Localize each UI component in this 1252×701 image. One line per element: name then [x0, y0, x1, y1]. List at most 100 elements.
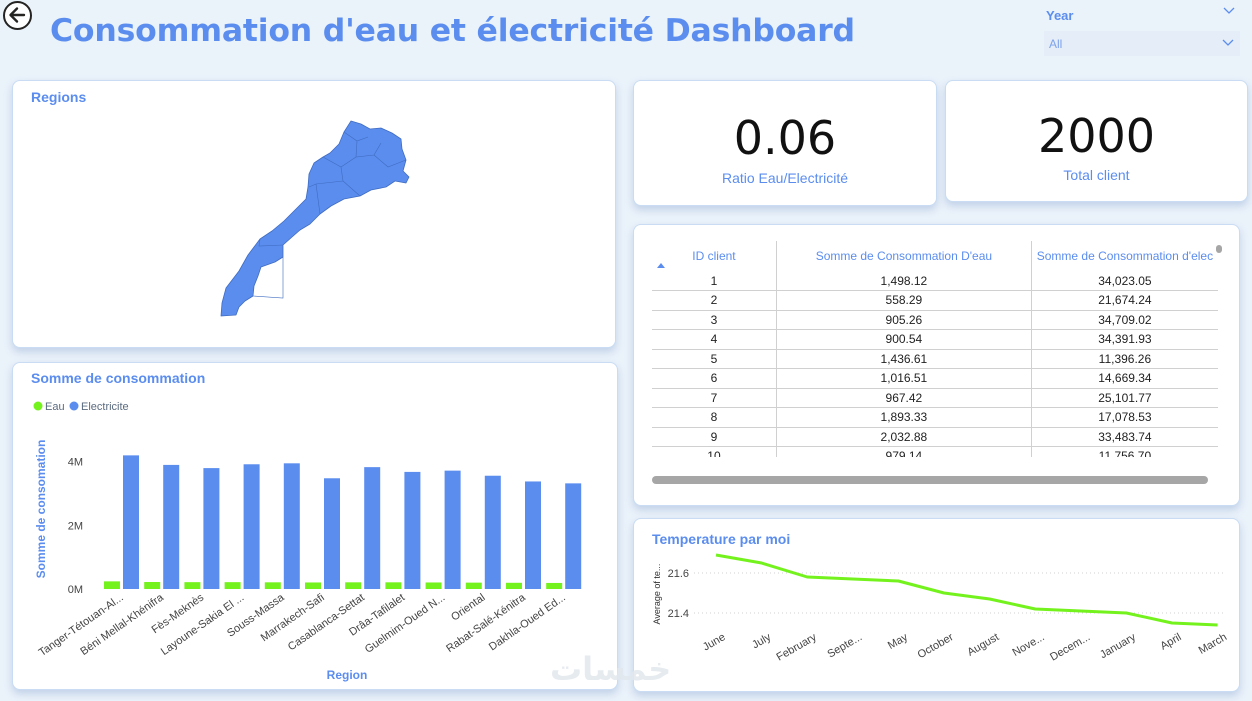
- bar-eau[interactable]: [104, 581, 120, 589]
- table-row[interactable]: 6 1,016.51 14,669.34: [652, 368, 1218, 389]
- regions-map[interactable]: [13, 81, 617, 349]
- y-tick-label: 4M: [68, 457, 83, 469]
- bar-eau[interactable]: [144, 582, 161, 589]
- bar-eau[interactable]: [305, 582, 321, 589]
- chart-title: Somme de consommation: [31, 370, 206, 386]
- table-row[interactable]: 1 1,498.12 34,023.05: [652, 271, 1218, 291]
- bar-electricite[interactable]: [243, 464, 260, 589]
- client-table[interactable]: ID client Somme de Consommation D'eau So…: [652, 241, 1218, 457]
- table-row[interactable]: 8 1,893.33 17,078.53: [652, 407, 1218, 428]
- table-row[interactable]: 10 979.14 11,756.70: [652, 446, 1218, 457]
- kpi-label: Ratio Eau/Electricité: [721, 170, 849, 186]
- table-row[interactable]: 5 1,436.61 11,396.26: [652, 349, 1218, 369]
- chevron-down-icon[interactable]: [1222, 6, 1236, 16]
- column-header-id-client[interactable]: ID client: [652, 241, 777, 271]
- bar-chart[interactable]: Eau Electricite Somme de consomation 0M 2M 4M…: [13, 363, 619, 691]
- legend-label[interactable]: Eau: [45, 401, 65, 413]
- legend-marker: [69, 401, 79, 411]
- bar-electricite[interactable]: [444, 470, 461, 589]
- map-title: Regions: [31, 89, 87, 105]
- table-cell: 6: [652, 368, 777, 389]
- table-cell: 1: [652, 271, 777, 291]
- bar-eau[interactable]: [385, 582, 402, 589]
- table-cell: 2,032.88: [776, 427, 1032, 447]
- x-tick-label: June: [701, 631, 728, 653]
- bar-electricite[interactable]: [123, 455, 139, 589]
- table-cell: 967.42: [776, 388, 1032, 408]
- bar-electricite[interactable]: [565, 483, 582, 589]
- bar-electricite[interactable]: [283, 463, 300, 589]
- sort-ascending-icon[interactable]: [656, 261, 666, 269]
- line-chart[interactable]: Average of te... 21.4 21.6 June July February…: [634, 519, 1241, 693]
- table-row[interactable]: 3 905.26 34,709.02: [652, 310, 1218, 330]
- bar-eau[interactable]: [465, 582, 482, 589]
- legend-label[interactable]: Electricite: [81, 401, 129, 413]
- table-cell: 1,893.33: [776, 407, 1032, 428]
- table-cell: 558.29: [776, 290, 1032, 311]
- table-cell: 8: [652, 407, 777, 428]
- bar-eau[interactable]: [546, 582, 563, 589]
- year-slicer[interactable]: Year All: [1040, 0, 1240, 60]
- x-tick-label: January: [1098, 631, 1138, 661]
- x-tick-label: July: [750, 631, 773, 651]
- vertical-scrollbar[interactable]: [1216, 245, 1222, 253]
- table-cell: 5: [652, 349, 777, 369]
- bar-electricite[interactable]: [163, 464, 180, 589]
- table-cell: 4: [652, 329, 777, 350]
- y-axis-label: Average of te...: [652, 564, 662, 625]
- table-cell: 11,756.70: [1031, 446, 1218, 457]
- region-borders: [252, 131, 407, 299]
- table-row[interactable]: 4 900.54 34,391.93: [652, 329, 1218, 350]
- bar-eau[interactable]: [184, 582, 201, 589]
- table-cell: 9: [652, 427, 777, 447]
- bar-electricite[interactable]: [364, 467, 381, 589]
- x-tick-label: October: [916, 631, 956, 661]
- y-tick-label: 0M: [68, 584, 83, 596]
- table-cell: 900.54: [776, 329, 1032, 350]
- y-tick-label: 21.4: [668, 608, 689, 620]
- horizontal-scrollbar[interactable]: [652, 476, 1208, 484]
- bar-eau[interactable]: [425, 582, 442, 589]
- table-row[interactable]: 9 2,032.88 33,483.74: [652, 427, 1218, 447]
- table-row[interactable]: 7 967.42 25,101.77: [652, 388, 1218, 408]
- x-tick-label: August: [965, 631, 1001, 659]
- bar-eau[interactable]: [224, 582, 241, 589]
- table-cell: 34,023.05: [1031, 271, 1218, 291]
- table-cell: 33,483.74: [1031, 427, 1218, 447]
- column-header-eau[interactable]: Somme de Consommation D'eau: [776, 241, 1032, 271]
- column-header-elec[interactable]: Somme de Consommation d'elec: [1036, 249, 1214, 263]
- back-button[interactable]: [3, 1, 32, 30]
- x-axis-label: Region: [327, 668, 368, 682]
- x-tick-label: April: [1158, 631, 1183, 652]
- kpi-label: Total client: [1063, 167, 1130, 183]
- bar-electricite[interactable]: [404, 471, 421, 589]
- bar-eau[interactable]: [345, 582, 362, 589]
- kpi-card-total-client: 2000 Total client: [945, 80, 1248, 202]
- temperature-line[interactable]: [715, 553, 1218, 627]
- table-cell: 34,709.02: [1031, 310, 1218, 330]
- slicer-dropdown[interactable]: All: [1044, 31, 1240, 56]
- table-cell: 1,016.51: [776, 368, 1032, 389]
- table-card: ID client Somme de Consommation D'eau So…: [633, 224, 1240, 506]
- x-tick-label: Nove...: [1011, 631, 1047, 659]
- bar-eau[interactable]: [506, 582, 522, 589]
- chart-title: Temperature par moi: [652, 531, 791, 547]
- morocco-region-shape[interactable]: [220, 120, 410, 317]
- y-tick-label: 21.6: [668, 568, 689, 580]
- table-cell: 3: [652, 310, 777, 330]
- bar-eau[interactable]: [264, 582, 281, 589]
- bar-electricite[interactable]: [525, 481, 541, 589]
- table-cell: 2: [652, 290, 777, 311]
- x-tick-label: Decem...: [1048, 631, 1092, 663]
- map-card: Regions: [12, 80, 616, 348]
- bar-chart-card: Somme de consommation Eau Electricite Somm…: [12, 362, 618, 690]
- bar-electricite[interactable]: [203, 468, 220, 589]
- table-cell: 1,436.61: [776, 349, 1032, 369]
- table-cell: 21,674.24: [1031, 290, 1218, 311]
- bar-electricite[interactable]: [324, 478, 340, 589]
- chevron-down-icon: [1222, 39, 1234, 46]
- arrow-left-icon: [9, 7, 26, 23]
- bar-electricite[interactable]: [484, 475, 501, 589]
- table-row[interactable]: 2 558.29 21,674.24: [652, 290, 1218, 311]
- table-cell: 1,498.12: [776, 271, 1032, 291]
